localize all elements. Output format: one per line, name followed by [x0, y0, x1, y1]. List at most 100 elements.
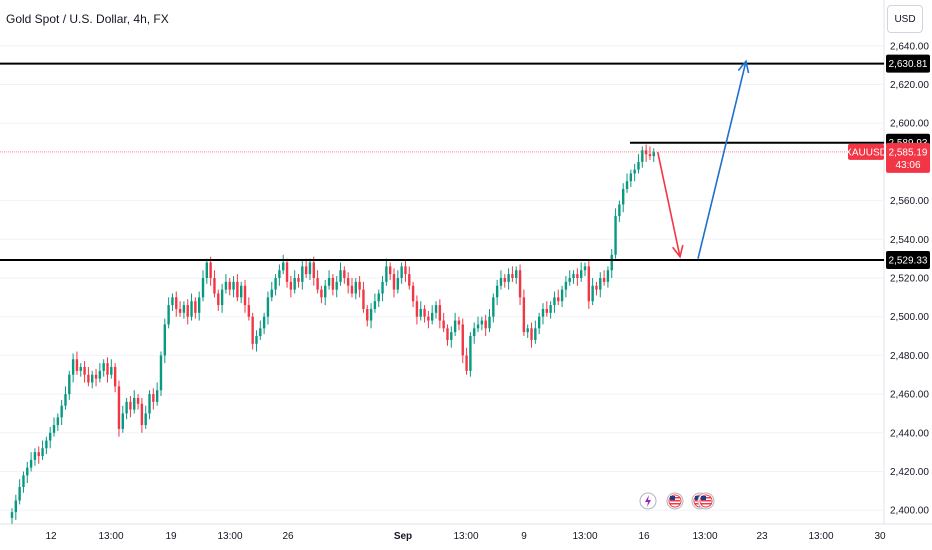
- candle-body: [205, 262, 209, 278]
- candle: [205, 258, 209, 284]
- candle: [408, 266, 411, 290]
- price-axis[interactable]: 2,400.00 2,420.00 2,440.00 2,460.00 2,480.00…: [890, 41, 929, 516]
- candle: [568, 270, 571, 286]
- price-tick-label: 2,400.00: [890, 506, 929, 517]
- candle-body: [331, 278, 335, 290]
- candle-body: [282, 262, 285, 271]
- candle-body: [148, 394, 151, 414]
- candle: [285, 258, 289, 288]
- candle: [209, 256, 212, 286]
- candle-body: [602, 278, 606, 282]
- candle-body: [125, 401, 128, 414]
- candle: [343, 266, 346, 284]
- arrow-head: [672, 244, 684, 259]
- candle: [106, 357, 109, 383]
- candle: [312, 256, 315, 286]
- candle-body: [381, 281, 384, 294]
- candle-body: [243, 285, 247, 306]
- current-price-tag: [886, 142, 930, 173]
- economic-events[interactable]: [639, 492, 715, 510]
- flag-stripe: [670, 503, 680, 505]
- candle: [83, 361, 86, 383]
- candle-body: [75, 359, 79, 371]
- candle: [541, 303, 545, 325]
- time-tick-label: 13:00: [217, 531, 242, 542]
- candle-body: [411, 285, 415, 302]
- candle-body: [167, 305, 170, 325]
- symbol-tag-text: XAUUSD: [845, 147, 887, 158]
- candle: [553, 291, 556, 313]
- candle: [190, 293, 193, 321]
- time-tick-label: 30: [874, 531, 886, 542]
- candle: [213, 270, 216, 298]
- candle-body: [648, 154, 652, 157]
- candle-body: [178, 308, 182, 313]
- candle: [29, 452, 33, 472]
- candle: [526, 324, 529, 338]
- candle-body: [480, 320, 484, 325]
- candle-body: [599, 278, 602, 290]
- candle: [537, 312, 541, 335]
- candle: [289, 276, 293, 298]
- candle: [411, 281, 415, 308]
- candle: [591, 278, 594, 306]
- candle-body: [423, 308, 426, 317]
- time-axis[interactable]: 12 13:00 19 13:00 26 Sep 13:00 9 13:00 16 13:00 23 1…: [45, 531, 886, 542]
- candle-body: [377, 293, 380, 302]
- candle: [641, 146, 644, 168]
- candle-body: [515, 270, 518, 278]
- candle-body: [388, 266, 392, 275]
- candle-body: [526, 328, 529, 333]
- candle-body: [289, 281, 293, 290]
- candle: [14, 494, 18, 520]
- candle-body: [518, 270, 522, 298]
- projection-arrows[interactable]: [656, 59, 750, 259]
- candle: [297, 274, 300, 288]
- candle: [576, 268, 579, 286]
- candle: [377, 289, 380, 308]
- price-tick-label: 2,640.00: [890, 41, 929, 52]
- time-tick-label: 13:00: [692, 531, 717, 542]
- candle: [633, 163, 636, 182]
- candle-body: [228, 281, 231, 290]
- candle-body: [549, 305, 552, 313]
- candle: [262, 312, 266, 335]
- candle: [274, 274, 277, 296]
- candle: [251, 312, 254, 350]
- horizontal-levels[interactable]: 2,630.812,589.932,529.33XAUUSD2,585.1943…: [0, 54, 930, 269]
- candle-body: [52, 425, 56, 433]
- candle: [186, 299, 189, 325]
- candle-body: [511, 274, 514, 278]
- us-flag-icon-3[interactable]: [697, 492, 715, 510]
- candle: [37, 446, 40, 464]
- candle-body: [339, 270, 342, 282]
- candle-body: [190, 301, 193, 317]
- price-tick-label: 2,540.00: [890, 235, 929, 246]
- candle: [453, 312, 457, 337]
- candle: [644, 144, 648, 162]
- candle-body: [64, 394, 67, 406]
- candle-body: [220, 289, 224, 306]
- candle: [446, 324, 449, 346]
- us-flag-icon[interactable]: [666, 492, 684, 510]
- candle: [182, 301, 186, 319]
- candle: [400, 262, 403, 284]
- candle: [492, 293, 495, 323]
- candle-body: [446, 328, 449, 340]
- candle: [91, 370, 94, 389]
- flag-stripe: [701, 500, 711, 502]
- candle-body: [461, 324, 464, 356]
- candle: [56, 413, 60, 431]
- candle-body: [224, 281, 228, 290]
- event-lightning-icon[interactable]: [639, 492, 657, 510]
- candle: [652, 148, 655, 162]
- candle-body: [362, 289, 365, 309]
- candle-body: [419, 308, 422, 317]
- candle: [163, 318, 166, 364]
- currency-selector[interactable]: USD: [887, 5, 923, 33]
- candle-body: [316, 278, 319, 290]
- candle-body: [366, 308, 369, 321]
- candle: [564, 276, 568, 298]
- candle-body: [270, 289, 273, 298]
